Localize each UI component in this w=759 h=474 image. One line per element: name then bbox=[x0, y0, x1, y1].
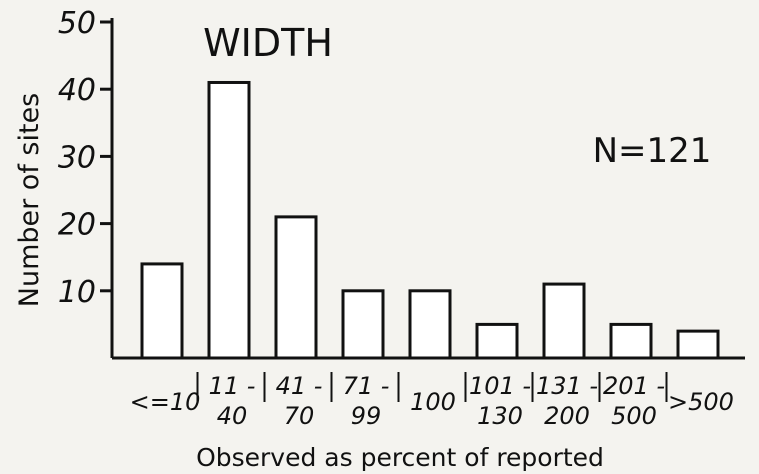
sample-size-annotation: N=121 bbox=[593, 131, 712, 171]
x-tick-labels: <=10 11 -40 41 -70 71 -99 100 101 -130 131 -20… bbox=[130, 372, 734, 430]
x-tick-label: 201 - bbox=[603, 372, 665, 400]
x-tick-label: 41 - bbox=[276, 372, 323, 400]
x-tick-label: 40 bbox=[217, 402, 248, 430]
x-tick-label: 500 bbox=[611, 402, 657, 430]
x-tick-label: 99 bbox=[351, 402, 382, 430]
y-tick-label: 50 bbox=[58, 6, 96, 41]
x-tick-label: 200 bbox=[544, 402, 590, 430]
x-tick-label: <=10 bbox=[130, 388, 201, 416]
x-tick-label: 130 bbox=[477, 402, 523, 430]
y-tick-label: 30 bbox=[58, 140, 96, 175]
x-tick-label: 101 - bbox=[469, 372, 531, 400]
bar bbox=[609, 322, 653, 360]
x-tick-label: 131 - bbox=[536, 372, 598, 400]
x-tick-label: 71 - bbox=[343, 372, 390, 400]
y-ticks: 10 20 30 40 50 bbox=[58, 6, 112, 310]
x-axis-label: Observed as percent of reported bbox=[196, 443, 604, 472]
bar bbox=[408, 289, 452, 360]
y-tick-label: 20 bbox=[58, 208, 96, 243]
x-tick-label: 100 bbox=[410, 388, 456, 416]
bar bbox=[542, 282, 586, 360]
bar bbox=[475, 322, 519, 360]
bar bbox=[274, 215, 318, 360]
bar bbox=[140, 262, 184, 360]
x-tick-label: 11 - bbox=[209, 372, 256, 400]
y-tick-label: 10 bbox=[58, 275, 96, 310]
bar bbox=[341, 289, 385, 360]
x-tick-label: >500 bbox=[668, 388, 734, 416]
bars bbox=[140, 80, 720, 360]
y-tick-label: 40 bbox=[58, 73, 96, 108]
bar bbox=[676, 329, 720, 360]
bar bbox=[207, 80, 251, 360]
chart-title: WIDTH bbox=[203, 21, 333, 65]
x-tick-label: 70 bbox=[284, 402, 315, 430]
y-axis-label: Number of sites bbox=[14, 93, 45, 307]
